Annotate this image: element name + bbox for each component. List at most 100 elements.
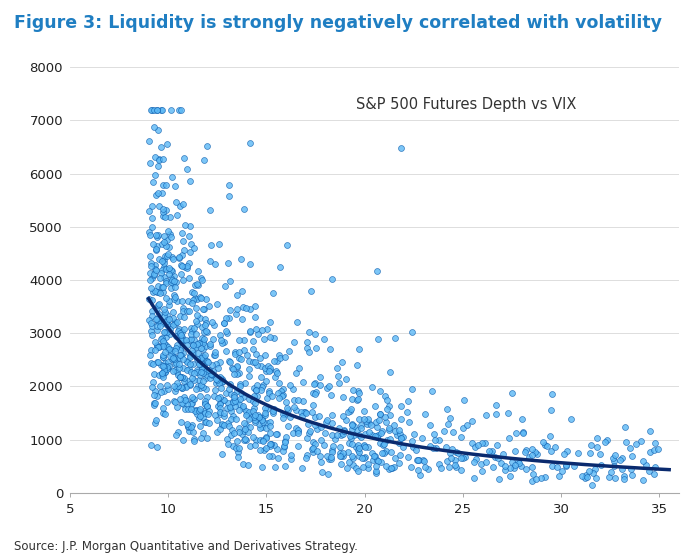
Point <box>517 415 528 424</box>
Point <box>194 338 205 347</box>
Point <box>326 453 337 462</box>
Point <box>202 142 213 151</box>
Point <box>460 452 471 461</box>
Point <box>583 466 594 475</box>
Point <box>398 442 409 451</box>
Point <box>232 448 244 457</box>
Point <box>209 351 220 360</box>
Point <box>379 392 390 401</box>
Point <box>158 231 169 240</box>
Point <box>293 426 304 435</box>
Point <box>156 239 167 248</box>
Point <box>281 432 292 441</box>
Point <box>261 404 272 413</box>
Point <box>200 295 211 304</box>
Point <box>158 339 169 348</box>
Point <box>230 347 241 356</box>
Point <box>372 432 383 441</box>
Point <box>185 350 196 359</box>
Point <box>265 428 276 437</box>
Point <box>181 382 192 391</box>
Point <box>176 373 188 382</box>
Point <box>419 463 430 472</box>
Point <box>169 283 181 292</box>
Point <box>186 398 197 407</box>
Point <box>158 362 169 371</box>
Point <box>631 440 642 449</box>
Point <box>433 459 444 468</box>
Point <box>326 431 337 440</box>
Point <box>368 455 379 464</box>
Point <box>637 456 648 465</box>
Point <box>178 335 189 344</box>
Point <box>209 320 220 329</box>
Text: Source: J.P. Morgan Quantitative and Derivatives Strategy.: Source: J.P. Morgan Quantitative and Der… <box>14 540 358 553</box>
Point <box>354 443 365 452</box>
Point <box>148 105 160 114</box>
Point <box>413 465 424 474</box>
Point <box>199 367 210 376</box>
Point <box>335 431 346 440</box>
Point <box>162 139 173 148</box>
Point <box>202 402 213 410</box>
Point <box>568 462 580 471</box>
Point <box>173 371 184 380</box>
Point <box>314 372 326 381</box>
Point <box>235 255 246 264</box>
Point <box>157 188 168 197</box>
Point <box>153 358 164 367</box>
Point <box>401 407 412 416</box>
Point <box>177 237 188 246</box>
Point <box>239 419 250 428</box>
Point <box>266 451 277 460</box>
Point <box>547 461 558 470</box>
Point <box>374 415 385 424</box>
Point <box>163 270 174 279</box>
Point <box>165 278 176 287</box>
Point <box>303 327 314 336</box>
Point <box>227 364 238 373</box>
Point <box>223 440 234 449</box>
Point <box>168 353 179 362</box>
Point <box>169 318 181 326</box>
Point <box>337 451 348 460</box>
Point <box>352 441 363 450</box>
Point <box>223 421 234 430</box>
Point <box>342 447 354 456</box>
Point <box>152 358 163 367</box>
Point <box>181 264 193 273</box>
Point <box>218 412 229 421</box>
Point <box>150 246 162 255</box>
Point <box>381 461 392 470</box>
Point <box>238 346 249 354</box>
Point <box>514 459 525 468</box>
Point <box>155 341 167 350</box>
Point <box>395 429 406 438</box>
Point <box>233 428 244 437</box>
Point <box>225 415 237 424</box>
Point <box>167 255 178 264</box>
Point <box>293 442 304 451</box>
Point <box>251 361 262 370</box>
Point <box>635 437 646 446</box>
Point <box>231 396 242 405</box>
Point <box>146 105 158 114</box>
Point <box>337 393 349 402</box>
Point <box>168 351 179 360</box>
Point <box>382 396 393 405</box>
Point <box>309 390 321 399</box>
Point <box>374 386 385 395</box>
Point <box>180 220 191 229</box>
Point <box>206 369 217 378</box>
Point <box>489 452 500 461</box>
Point <box>299 408 310 417</box>
Point <box>173 360 184 369</box>
Point <box>167 366 178 375</box>
Point <box>145 269 156 278</box>
Point <box>348 460 359 469</box>
Point <box>350 443 361 452</box>
Point <box>160 206 172 214</box>
Point <box>291 318 302 327</box>
Point <box>269 404 280 413</box>
Point <box>245 138 256 147</box>
